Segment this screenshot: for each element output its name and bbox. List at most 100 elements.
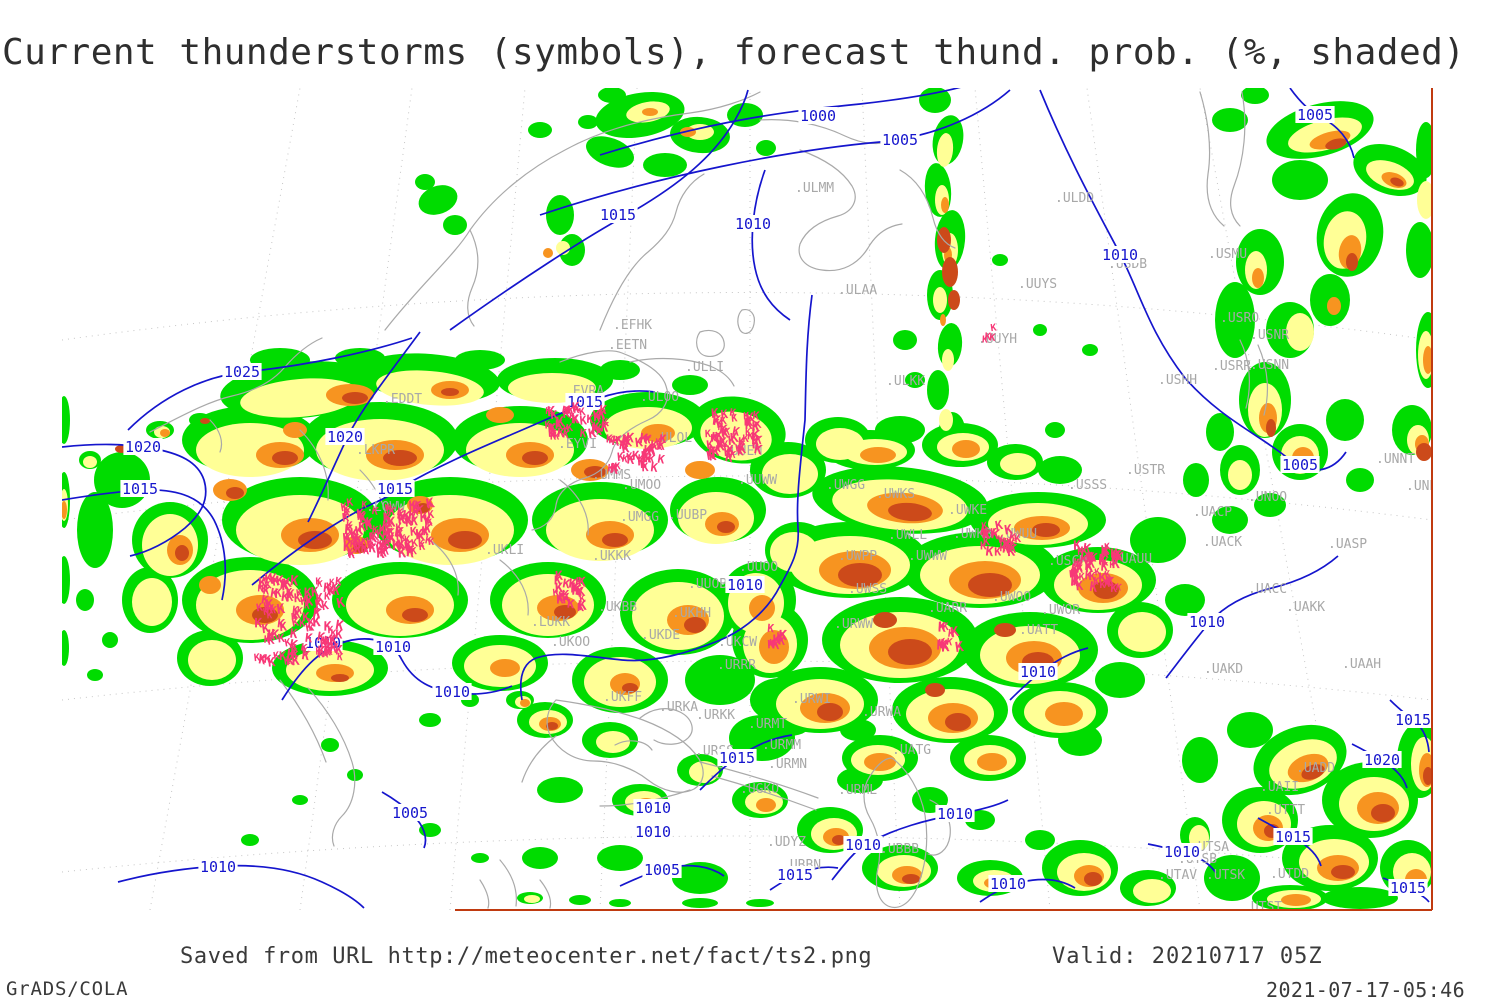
svg-text:K: K [990, 526, 997, 539]
svg-text:K: K [423, 527, 429, 538]
svg-text:K: K [308, 622, 315, 634]
svg-text:1015: 1015 [1395, 711, 1431, 729]
svg-text:K: K [937, 619, 946, 634]
svg-text:K: K [335, 627, 343, 641]
svg-text:K: K [356, 507, 365, 522]
svg-text:K: K [324, 644, 333, 659]
svg-text:K: K [317, 644, 326, 659]
svg-text:K: K [729, 449, 736, 461]
svg-text:K: K [379, 545, 388, 559]
svg-text:K: K [643, 443, 652, 458]
svg-text:K: K [708, 449, 717, 464]
svg-text:K: K [258, 575, 267, 591]
svg-text:K: K [722, 439, 730, 451]
svg-text:K: K [555, 569, 564, 584]
svg-text:K: K [767, 637, 775, 651]
svg-text:1010: 1010 [937, 805, 973, 823]
svg-text:K: K [717, 438, 726, 451]
svg-text:K: K [270, 627, 280, 643]
svg-text:K: K [990, 526, 1002, 543]
svg-text:.URMM: .URMM [762, 738, 801, 753]
svg-text:K: K [302, 610, 310, 624]
svg-text:K: K [1001, 540, 1011, 556]
svg-text:K: K [719, 422, 729, 438]
svg-text:.UAKD: .UAKD [1204, 662, 1243, 677]
svg-text:K: K [626, 431, 635, 447]
svg-text:K: K [313, 606, 320, 618]
svg-text:K: K [344, 522, 354, 539]
svg-text:K: K [275, 586, 282, 600]
svg-text:K: K [303, 591, 311, 604]
svg-text:K: K [307, 616, 315, 629]
svg-text:K: K [356, 509, 366, 525]
svg-text:.URMN: .URMN [768, 757, 807, 772]
svg-text:K: K [276, 616, 286, 631]
svg-text:K: K [347, 545, 355, 560]
svg-text:1015: 1015 [567, 393, 603, 411]
svg-text:K: K [745, 427, 751, 438]
svg-text:K: K [296, 588, 303, 600]
svg-text:K: K [277, 631, 285, 646]
svg-text:K: K [720, 416, 728, 428]
svg-text:K: K [267, 611, 273, 621]
svg-text:.ULDD: .ULDD [1055, 191, 1094, 206]
svg-text:K: K [647, 452, 656, 466]
svg-text:.UAUU: .UAUU [1113, 552, 1152, 567]
svg-text:K: K [1085, 550, 1094, 564]
svg-text:K: K [384, 527, 393, 541]
svg-text:K: K [353, 542, 363, 557]
svg-text:1010: 1010 [200, 858, 236, 876]
svg-text:K: K [568, 576, 578, 592]
page-title: Current thunderstorms (symbols), forecas… [2, 32, 1466, 73]
svg-text:K: K [410, 546, 417, 557]
svg-text:K: K [659, 433, 666, 446]
svg-text:K: K [586, 412, 593, 426]
svg-text:K: K [1088, 579, 1099, 596]
svg-text:.UUYH: .UUYH [978, 332, 1017, 347]
svg-text:1020: 1020 [327, 428, 363, 446]
valid-time-text: Valid: 20210717 05Z [1052, 944, 1323, 969]
svg-text:.UKDE: .UKDE [641, 628, 680, 643]
probability-shading-layer [62, 88, 1432, 910]
svg-text:K: K [637, 454, 645, 466]
grads-credit-text: GrADS/COLA [6, 978, 129, 1000]
svg-text:K: K [1073, 539, 1081, 554]
svg-text:K: K [569, 411, 575, 422]
svg-text:K: K [354, 532, 362, 546]
svg-text:K: K [383, 510, 391, 523]
svg-text:K: K [381, 518, 390, 534]
svg-text:1015: 1015 [377, 480, 413, 498]
svg-text:K: K [376, 538, 384, 550]
svg-text:1010: 1010 [727, 576, 763, 594]
svg-text:K: K [709, 445, 716, 456]
svg-text:K: K [290, 648, 298, 663]
svg-text:K: K [572, 580, 581, 594]
svg-text:K: K [576, 585, 586, 600]
svg-text:K: K [364, 517, 374, 533]
svg-text:K: K [711, 406, 720, 422]
svg-text:K: K [305, 594, 314, 610]
svg-text:K: K [562, 427, 571, 441]
svg-text:K: K [330, 580, 340, 594]
svg-text:K: K [428, 537, 434, 548]
svg-text:.UAII: .UAII [1260, 780, 1299, 795]
svg-text:K: K [1102, 557, 1110, 568]
svg-text:K: K [574, 405, 580, 416]
svg-text:.UATT: .UATT [1019, 623, 1058, 638]
svg-text:K: K [1104, 579, 1111, 590]
svg-text:K: K [290, 615, 300, 630]
svg-text:.UNBB: .UNBB [1406, 479, 1445, 494]
svg-text:K: K [1002, 536, 1013, 552]
svg-text:K: K [994, 544, 1001, 558]
svg-text:K: K [553, 431, 560, 443]
svg-text:.UTSK: .UTSK [1206, 868, 1245, 883]
svg-text:K: K [322, 641, 333, 657]
svg-text:K: K [555, 418, 563, 433]
svg-text:K: K [1070, 575, 1080, 590]
svg-text:K: K [731, 424, 742, 439]
svg-text:K: K [981, 527, 990, 541]
svg-text:K: K [547, 422, 557, 437]
svg-text:1005: 1005 [882, 131, 918, 149]
svg-text:K: K [304, 586, 312, 601]
svg-text:K: K [601, 416, 610, 430]
